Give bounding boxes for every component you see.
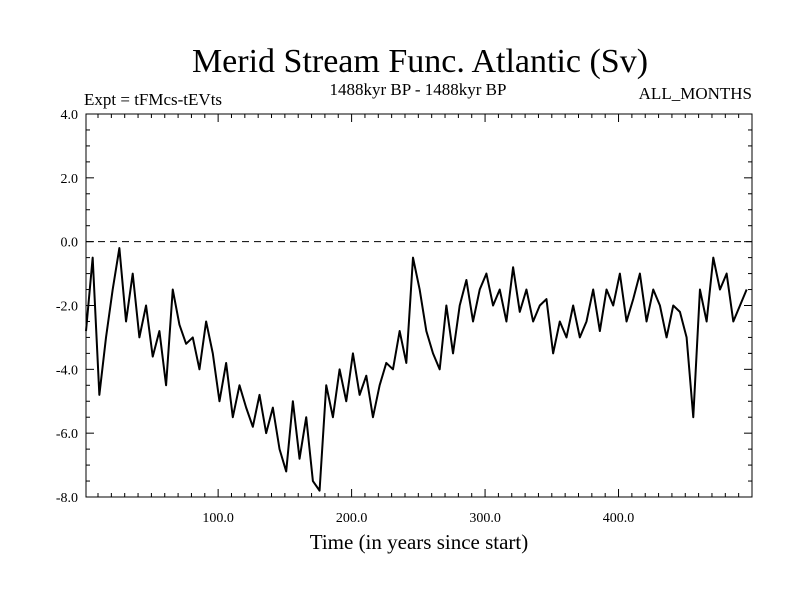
y-tick-labels: 4.0 2.0 0.0 -2.0 -4.0 -6.0 -8.0 bbox=[56, 108, 78, 506]
y-tick-label: -2.0 bbox=[56, 300, 78, 315]
y-tick-label: -6.0 bbox=[56, 427, 78, 442]
x-tick-labels: 100.0 200.0 300.0 400.0 bbox=[202, 511, 634, 526]
y-tick-label: -4.0 bbox=[56, 363, 78, 378]
experiment-label: Expt = tFMcs-tEVts bbox=[84, 90, 222, 109]
x-axis-label: Time (in years since start) bbox=[310, 530, 529, 554]
axis-ticks bbox=[86, 113, 752, 498]
plot-frame bbox=[85, 113, 753, 498]
series-line bbox=[85, 247, 748, 492]
y-tick-label: -8.0 bbox=[56, 491, 78, 506]
x-tick-label: 100.0 bbox=[202, 511, 234, 526]
period-label: 1488kyr BP - 1488kyr BP bbox=[330, 80, 507, 99]
x-tick-label: 300.0 bbox=[469, 511, 501, 526]
y-tick-label: 2.0 bbox=[61, 172, 79, 187]
x-tick-label: 200.0 bbox=[336, 511, 368, 526]
x-tick-label: 400.0 bbox=[603, 511, 635, 526]
y-tick-label: 0.0 bbox=[61, 236, 79, 251]
y-tick-label: 4.0 bbox=[61, 108, 79, 123]
chart-title: Merid Stream Func. Atlantic (Sv) bbox=[192, 43, 648, 80]
months-label: ALL_MONTHS bbox=[639, 84, 752, 103]
